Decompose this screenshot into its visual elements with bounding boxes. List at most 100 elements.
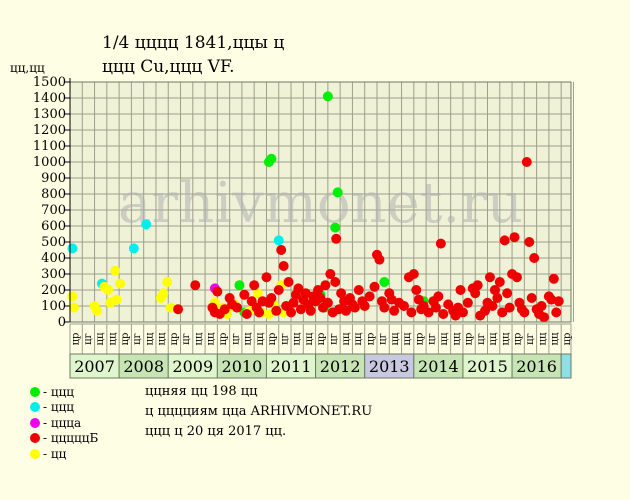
data-point (551, 307, 562, 318)
data-point (190, 280, 201, 291)
quarter-label: цр (120, 333, 131, 346)
data-point (399, 301, 409, 311)
quarter-label: цц (439, 332, 450, 345)
data-point (254, 307, 265, 318)
year-label: 2011 (271, 357, 312, 376)
quarter-label: цц (107, 332, 118, 345)
quarter-label: цр (267, 333, 278, 346)
y-tick-label: 1100 (33, 139, 66, 154)
chart-title-line2: ццц Cu,ццц VF. (102, 57, 235, 77)
watermark: arhivmonet.ru (118, 171, 523, 236)
legend-label: - ццц (43, 384, 75, 399)
year-cell-current (560, 353, 572, 379)
year-cell (364, 353, 415, 379)
year-label: 2013 (369, 357, 410, 376)
data-point (484, 272, 495, 283)
data-point (457, 307, 468, 318)
quarter-label: цг (230, 333, 241, 345)
quarter-label: цц (402, 332, 413, 345)
quarter-label: цц (537, 332, 548, 345)
legend-label: - ццц (43, 400, 75, 415)
data-point (239, 289, 250, 300)
data-point (322, 297, 333, 308)
y-tick-label: 900 (41, 171, 66, 186)
y-tick-label: 1200 (33, 123, 66, 138)
data-point (379, 302, 390, 313)
data-point (438, 309, 449, 319)
y-axis-label: цц,цц (10, 61, 45, 75)
data-point (379, 277, 390, 287)
legend-swatch (30, 433, 40, 444)
quarter-label: цр (414, 333, 425, 346)
data-point (529, 253, 540, 263)
data-point (364, 291, 375, 302)
quarter-label: цр (513, 333, 524, 346)
year-cell (167, 353, 218, 379)
legend-swatch (30, 402, 40, 413)
data-point (293, 283, 304, 294)
data-point (499, 235, 510, 246)
quarter-label: цр (464, 333, 475, 346)
quarter-label: цц (341, 332, 352, 345)
data-point (286, 307, 297, 318)
quarter-label: цр (316, 333, 327, 346)
year-label: 2015 (467, 357, 508, 376)
data-point (374, 254, 385, 265)
legend-label: - цццццБ (43, 431, 99, 446)
data-point (68, 302, 79, 313)
quarter-label: цр (218, 333, 229, 346)
data-point (158, 288, 169, 299)
data-point (115, 278, 126, 289)
data-point (511, 272, 522, 283)
data-point (430, 302, 441, 313)
data-point (283, 277, 294, 287)
data-point (519, 307, 530, 318)
quarter-label: цг (378, 333, 389, 345)
quarter-label: цц (451, 332, 462, 345)
quarter-label: цг (329, 333, 340, 345)
y-tick-label: 1300 (33, 107, 66, 122)
data-point (305, 305, 316, 316)
chart-title-line1: 1/4 цццц 1841,ццы ц (102, 33, 285, 53)
data-point (271, 305, 282, 316)
data-point (504, 302, 515, 313)
legend-swatch (30, 448, 40, 459)
year-label: 2007 (74, 357, 115, 376)
data-point (325, 269, 336, 279)
data-point (330, 222, 341, 233)
quarter-label: цг (83, 333, 94, 345)
quarter-label: цц (95, 332, 106, 345)
data-point (288, 297, 299, 308)
quarter-label: цц (488, 332, 499, 345)
year-cell (216, 353, 267, 379)
quarter-label: цц (353, 332, 364, 345)
data-point (110, 265, 121, 276)
year-label: 2010 (222, 357, 263, 376)
data-point (526, 293, 537, 303)
quarter-label: цр (562, 333, 573, 346)
y-tick-label: 500 (41, 235, 66, 250)
quarter-label: цц (243, 332, 254, 345)
quarter-label: цг (525, 333, 536, 345)
quarter-label: цц (304, 332, 315, 345)
note-count: ццняя цц 198 цц (145, 384, 258, 399)
data-point (341, 305, 352, 316)
data-point (173, 304, 184, 315)
legend-item: - цццццБ (30, 431, 98, 447)
data-point (276, 245, 287, 255)
data-point (553, 296, 564, 307)
data-point (406, 307, 417, 318)
data-point (433, 291, 444, 302)
data-point (212, 286, 223, 297)
data-point (536, 301, 547, 311)
quarter-label: цр (71, 333, 82, 346)
data-point (502, 288, 513, 299)
data-point (524, 237, 535, 247)
data-point (322, 91, 333, 102)
data-point (162, 277, 173, 287)
quarter-label: цг (279, 333, 290, 345)
data-point (548, 273, 559, 284)
y-tick-label: 100 (41, 299, 66, 314)
quarter-label: цр (169, 333, 180, 346)
